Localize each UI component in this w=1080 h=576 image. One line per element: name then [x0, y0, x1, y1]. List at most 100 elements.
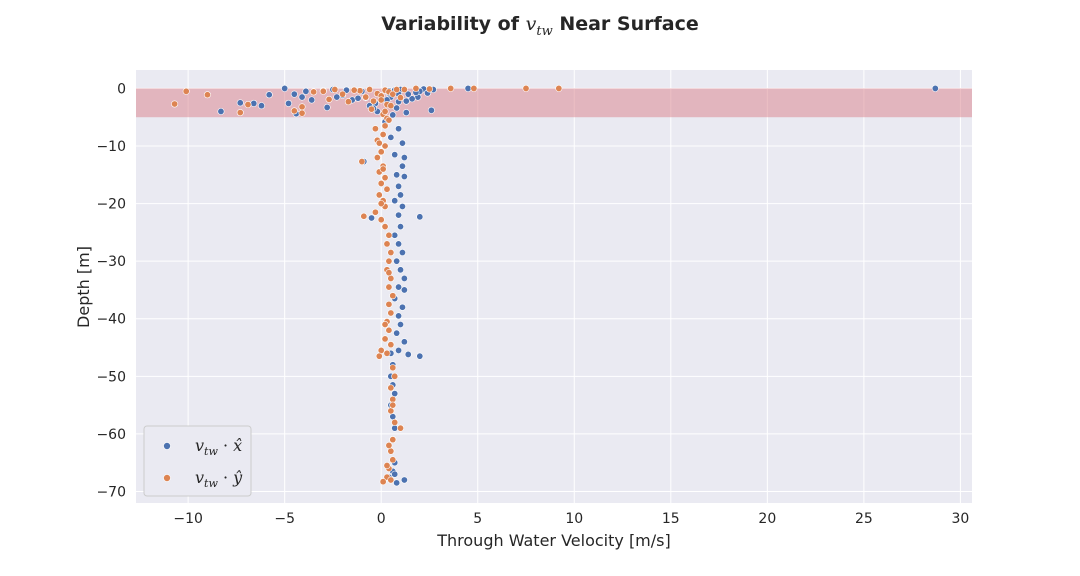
point-y-component	[387, 341, 395, 349]
point-y-component	[387, 476, 395, 484]
point-x-component	[395, 182, 403, 190]
point-x-component	[404, 90, 412, 98]
point-y-component	[377, 216, 385, 224]
x-tick-label: −10	[173, 511, 203, 527]
point-y-component	[381, 122, 389, 130]
point-x-component	[427, 106, 435, 114]
point-y-component	[379, 478, 387, 486]
point-y-component	[381, 174, 389, 182]
point-y-component	[236, 109, 244, 117]
point-y-component	[377, 200, 385, 208]
point-x-component	[391, 390, 399, 398]
point-y-component	[356, 87, 364, 95]
point-x-component	[285, 99, 293, 107]
point-x-component	[395, 283, 403, 291]
point-y-component	[387, 384, 395, 392]
chart-title-suffix: Near Surface	[553, 13, 699, 35]
point-x-component	[402, 109, 410, 117]
chart-title: Variability of vtw Near Surface	[381, 13, 698, 39]
x-tick-label: 5	[473, 511, 482, 527]
point-y-component	[325, 95, 333, 103]
point-x-component	[302, 87, 310, 95]
point-x-component	[217, 107, 225, 115]
point-y-component	[385, 231, 393, 239]
point-y-component	[381, 335, 389, 343]
point-x-component	[236, 99, 244, 107]
point-x-component	[389, 413, 397, 421]
point-y-component	[385, 326, 393, 334]
point-x-component	[404, 350, 412, 358]
point-y-component	[371, 125, 379, 133]
point-y-component	[387, 407, 395, 415]
point-y-component	[385, 116, 393, 124]
point-x-component	[333, 93, 341, 101]
point-y-component	[366, 86, 374, 94]
point-y-component	[389, 456, 397, 464]
point-y-component	[381, 107, 389, 115]
point-y-component	[381, 223, 389, 231]
point-x-component	[416, 213, 424, 221]
y-tick-label: −60	[96, 427, 126, 443]
point-x-component	[397, 266, 405, 274]
y-axis-ticks: 0 −10 −20 −30 −40 −50 −60 −70	[96, 81, 126, 500]
legend-y-dot: ·	[218, 468, 233, 487]
legend-x-v: v	[195, 436, 204, 455]
point-x-component	[397, 191, 405, 199]
x-tick-label: 0	[377, 511, 386, 527]
point-x-component	[354, 94, 362, 102]
point-y-component	[381, 321, 389, 329]
point-y-component	[387, 447, 395, 455]
x-tick-label: 10	[565, 511, 583, 527]
legend-x-comp: x̂	[233, 436, 242, 455]
point-y-component	[377, 148, 385, 156]
point-y-component	[290, 107, 298, 115]
point-x-component	[464, 84, 472, 92]
y-tick-label: −20	[96, 197, 126, 213]
point-y-component	[470, 84, 478, 92]
x-tick-label: 15	[662, 511, 680, 527]
point-y-component	[393, 86, 401, 94]
point-y-component	[425, 85, 433, 93]
point-y-component	[310, 88, 318, 96]
point-x-component	[400, 286, 408, 294]
point-y-component	[377, 346, 385, 354]
x-tick-label: 25	[855, 511, 873, 527]
legend-x-dot: ·	[218, 436, 233, 455]
point-y-component	[381, 142, 389, 150]
point-y-component	[375, 191, 383, 199]
x-axis-label: Through Water Velocity [m/s]	[436, 531, 670, 550]
point-x-component	[408, 95, 416, 103]
point-x-component	[398, 202, 406, 210]
point-x-component	[400, 274, 408, 282]
point-x-component	[391, 151, 399, 159]
point-y-component	[298, 103, 306, 111]
point-y-component	[389, 395, 397, 403]
y-tick-label: 0	[117, 81, 126, 97]
point-x-component	[398, 162, 406, 170]
point-y-component	[383, 240, 391, 248]
point-x-component	[298, 93, 306, 101]
point-x-component	[391, 197, 399, 205]
point-y-component	[391, 372, 399, 380]
point-x-component	[391, 424, 399, 432]
point-x-component	[400, 476, 408, 484]
data-points	[171, 84, 939, 487]
point-y-component	[358, 158, 366, 166]
point-x-component	[308, 96, 316, 104]
point-x-component	[323, 103, 331, 111]
point-x-component	[398, 303, 406, 311]
point-x-component	[368, 214, 376, 222]
chart-title-var: v	[526, 13, 537, 35]
point-x-component	[281, 84, 289, 92]
point-y-component	[379, 165, 387, 173]
point-y-component	[400, 86, 408, 94]
point-y-component	[298, 109, 306, 117]
point-y-component	[244, 101, 252, 109]
highlight-band	[136, 88, 972, 118]
point-x-component	[391, 470, 399, 478]
point-x-component	[397, 321, 405, 329]
legend-marker-x	[163, 442, 171, 450]
point-y-component	[387, 309, 395, 317]
point-x-component	[931, 84, 939, 92]
point-x-component	[395, 240, 403, 248]
